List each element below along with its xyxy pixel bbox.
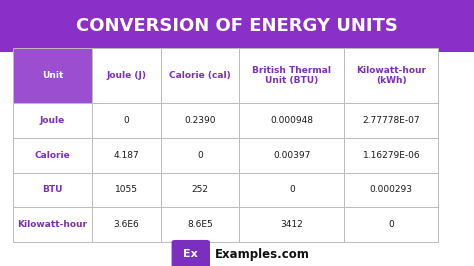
Text: British Thermal
Unit (BTU): British Thermal Unit (BTU) [252,66,331,85]
Bar [161,173,239,207]
Text: Calorie: Calorie [35,151,70,160]
Text: Examples.com: Examples.com [215,248,310,260]
Bar [345,173,438,207]
Text: 1.16279E-06: 1.16279E-06 [363,151,420,160]
Text: 0.00397: 0.00397 [273,151,310,160]
Text: Joule (J): Joule (J) [106,71,146,80]
Bar [91,173,161,207]
FancyBboxPatch shape [172,240,210,266]
Bar [161,207,239,242]
Text: 0: 0 [197,151,203,160]
Bar [13,48,91,103]
Text: 0.000948: 0.000948 [270,116,313,125]
Text: 1055: 1055 [115,185,138,194]
Bar [345,138,438,173]
Bar [13,207,91,242]
Bar [91,207,161,242]
Bar [0,0,474,52]
Text: Kilowatt-hour
(kWh): Kilowatt-hour (kWh) [356,66,427,85]
Bar [345,48,438,103]
Bar [345,207,438,242]
Bar [91,103,161,138]
Text: 3412: 3412 [281,220,303,229]
Text: 0.000293: 0.000293 [370,185,413,194]
Text: 0: 0 [389,220,394,229]
Text: 4.187: 4.187 [113,151,139,160]
Bar [345,103,438,138]
Bar [239,48,345,103]
Bar [91,138,161,173]
Bar [13,173,91,207]
Text: Ex: Ex [183,249,198,259]
Text: 2.77778E-07: 2.77778E-07 [363,116,420,125]
Text: 0: 0 [123,116,129,125]
Text: BTU: BTU [42,185,63,194]
Bar [239,138,345,173]
Bar [91,48,161,103]
Text: 3.6E6: 3.6E6 [113,220,139,229]
Text: Kilowatt-hour: Kilowatt-hour [18,220,87,229]
Bar [161,103,239,138]
Text: 252: 252 [191,185,209,194]
Text: 0: 0 [289,185,295,194]
Bar [239,173,345,207]
Text: CONVERSION OF ENERGY UNITS: CONVERSION OF ENERGY UNITS [76,17,398,35]
Text: Calorie (cal): Calorie (cal) [169,71,231,80]
Text: 0.2390: 0.2390 [184,116,216,125]
Bar [239,207,345,242]
Text: Joule: Joule [40,116,65,125]
Bar [161,138,239,173]
Bar [13,103,91,138]
Bar [239,103,345,138]
Text: 8.6E5: 8.6E5 [187,220,213,229]
Bar [13,138,91,173]
Bar [161,48,239,103]
Text: Unit: Unit [42,71,63,80]
